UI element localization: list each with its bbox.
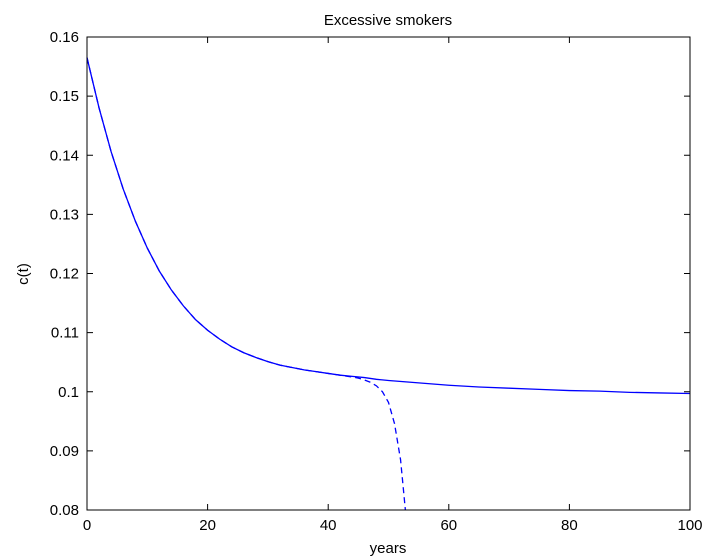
x-tick-label: 20 (199, 517, 216, 534)
x-axis-ticks: 0 20 40 60 80 100 (83, 37, 703, 534)
y-tick-label: 0.08 (50, 502, 79, 519)
x-tick-label: 100 (677, 517, 702, 534)
x-tick-label: 40 (320, 517, 337, 534)
x-tick-label: 80 (561, 517, 578, 534)
y-tick-label: 0.11 (51, 325, 79, 342)
y-axis-ticks: 0.08 0.09 0.1 0.11 0.12 0.13 0.14 0.15 0.16 (50, 29, 690, 519)
chart-title: Excessive smokers (324, 12, 452, 29)
y-tick-label: 0.16 (50, 29, 79, 46)
plot-area (87, 37, 690, 510)
y-tick-label: 0.15 (50, 88, 79, 105)
y-tick-label: 0.09 (50, 443, 79, 460)
x-axis-label: years (370, 540, 407, 557)
y-tick-label: 0.14 (50, 147, 79, 164)
x-tick-label: 0 (83, 517, 91, 534)
y-tick-label: 0.1 (58, 384, 79, 401)
y-tick-label: 0.12 (50, 266, 79, 283)
y-tick-label: 0.13 (50, 206, 79, 223)
x-tick-label: 60 (440, 517, 457, 534)
series-layer (86, 57, 691, 511)
y-axis-label: c(t) (15, 263, 32, 285)
series-line-2-dashed (86, 57, 407, 511)
